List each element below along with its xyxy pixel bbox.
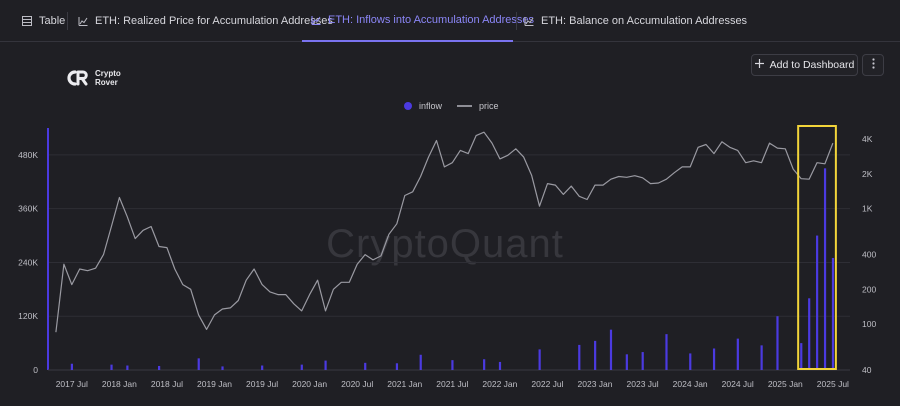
inflow-bar <box>831 257 835 370</box>
x-tick-label: 2024 Jul <box>722 379 754 389</box>
tab-label: Table <box>39 15 66 27</box>
inflow-bar <box>395 363 399 370</box>
inflow-bar <box>594 340 597 370</box>
tab-balance[interactable]: ETH: Balance on Accumulation Addresses <box>524 0 747 42</box>
x-tick-label: 2018 Jul <box>151 379 183 389</box>
y-left-tick-label: 480K <box>18 150 38 160</box>
inflow-bar <box>689 353 692 370</box>
y-right-tick-label: 2K <box>862 169 873 179</box>
inflow-bar <box>578 344 581 370</box>
inflow-bar <box>760 345 763 370</box>
plus-icon <box>754 59 764 71</box>
inflow-bar <box>324 360 327 370</box>
inflow-bar <box>157 365 161 370</box>
highlight-box <box>797 125 837 370</box>
logo-line-1: Crypto <box>95 69 121 78</box>
inflow-bar <box>816 235 819 370</box>
chart-icon <box>78 16 88 26</box>
inflow-bar <box>451 360 454 370</box>
add-to-dashboard-label: Add to Dashboard <box>769 59 855 71</box>
inflow-bar <box>800 343 803 370</box>
y-right-tick-label: 40 <box>862 365 872 375</box>
inflow-bar <box>419 354 422 370</box>
inflow-bar <box>261 365 264 370</box>
y-right-tick-label: 100 <box>862 319 876 329</box>
inflow-bar <box>625 354 628 370</box>
inflow-bar <box>776 316 779 370</box>
inflow-bar <box>126 365 129 370</box>
chart-legend: inflow price <box>404 101 499 111</box>
inflow-bar <box>736 338 739 370</box>
y-right-tick-label: 1K <box>862 204 873 214</box>
y-left-tick-label: 360K <box>18 204 38 214</box>
tab-label: ETH: Inflows into Accumulation Addresses <box>328 14 535 26</box>
x-tick-label: 2022 Jan <box>482 379 517 389</box>
y-left-tick-label: 120K <box>18 311 38 321</box>
inflow-bar <box>70 363 73 370</box>
tab-divider <box>67 12 68 30</box>
tab-divider <box>516 12 517 30</box>
inflow-bar <box>197 358 200 370</box>
inflow-bar <box>498 361 502 370</box>
price-line <box>55 131 834 333</box>
crypto-rover-logo: Crypto Rover <box>64 68 121 88</box>
x-tick-label: 2021 Jul <box>436 379 468 389</box>
tab-inflows[interactable]: ETH: Inflows into Accumulation Addresses <box>302 0 534 42</box>
inflow-bar <box>641 352 644 370</box>
crypto-rover-logo-icon <box>67 70 88 86</box>
chart-icon <box>311 15 321 25</box>
more-options-button[interactable] <box>862 54 884 76</box>
x-tick-label: 2020 Jul <box>341 379 373 389</box>
inflow-bar <box>712 348 716 370</box>
x-tick-label: 2025 Jan <box>768 379 803 389</box>
inflow-bar <box>823 168 827 370</box>
x-tick-label: 2023 Jul <box>627 379 659 389</box>
y-right-tick-label: 200 <box>862 284 876 294</box>
table-icon <box>22 16 32 26</box>
logo-line-2: Rover <box>95 78 118 87</box>
inflow-bar <box>665 334 668 370</box>
inflow-bar <box>364 362 367 370</box>
x-tick-label: 2024 Jan <box>673 379 708 389</box>
x-tick-label: 2019 Jan <box>197 379 232 389</box>
x-tick-label: 2021 Jan <box>387 379 422 389</box>
add-to-dashboard-button[interactable]: Add to Dashboard <box>751 54 858 76</box>
tab-label: ETH: Realized Price for Accumulation Add… <box>95 15 333 27</box>
y-left-tick-label: 0 <box>33 365 38 375</box>
y-right-tick-label: 4K <box>862 134 873 144</box>
legend-inflow-swatch <box>404 102 412 110</box>
inflow-bar <box>110 364 113 370</box>
legend-price-label: price <box>479 101 499 111</box>
tab-label: ETH: Balance on Accumulation Addresses <box>541 15 748 27</box>
x-tick-label: 2025 Jul <box>817 379 849 389</box>
inflow-bar <box>808 298 811 370</box>
legend-inflow-label: inflow <box>419 101 443 111</box>
chart-icon <box>524 16 534 26</box>
x-tick-label: 2019 Jul <box>246 379 278 389</box>
tab-realized-price[interactable]: ETH: Realized Price for Accumulation Add… <box>78 0 333 42</box>
x-tick-label: 2018 Jan <box>102 379 137 389</box>
x-tick-label: 2017 Jul <box>56 379 88 389</box>
inflow-bar <box>538 349 541 370</box>
more-vertical-icon <box>871 58 875 72</box>
inflow-bar <box>483 359 486 370</box>
x-tick-label: 2023 Jan <box>578 379 613 389</box>
x-tick-label: 2020 Jan <box>292 379 327 389</box>
inflow-bar <box>221 366 224 370</box>
inflow-bar <box>300 364 303 370</box>
tab-bar: Table ETH: Realized Price for Accumulati… <box>0 0 900 42</box>
inflow-bar <box>609 329 613 370</box>
tab-table[interactable]: Table <box>22 0 65 42</box>
y-left-tick-label: 240K <box>18 257 38 267</box>
legend-price-swatch <box>457 105 473 107</box>
x-tick-label: 2022 Jul <box>531 379 563 389</box>
y-right-tick-label: 400 <box>862 250 876 260</box>
